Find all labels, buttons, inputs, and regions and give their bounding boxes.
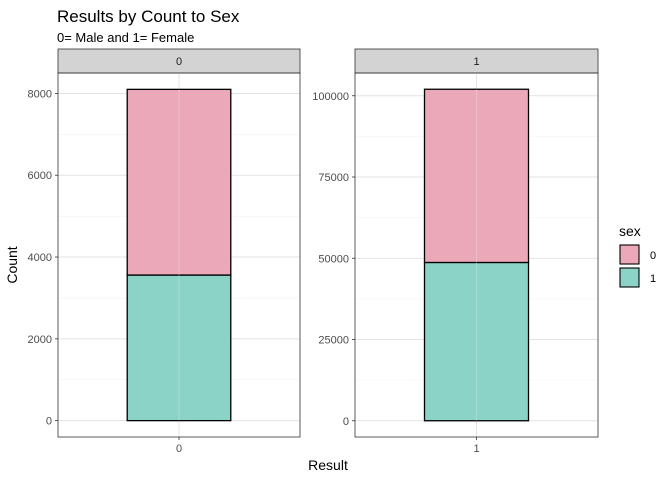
- bar-segment-sex-1: [423, 261, 530, 422]
- bar-segment-sex-1: [126, 274, 232, 422]
- y-tick-label: 2000: [28, 334, 52, 346]
- facet-panel-0: 0 0 2000 4000 6000 8000 0: [28, 48, 301, 455]
- facet-strip-label: 0: [176, 56, 182, 68]
- y-tick-label: 25000: [318, 335, 349, 347]
- facet-strip: [57, 48, 301, 74]
- y-tick-label: 6000: [28, 170, 52, 182]
- x-axis-title: Result: [308, 457, 348, 473]
- facet-strip: [354, 48, 599, 74]
- legend-title: sex: [619, 223, 641, 239]
- x-tick-label: 1: [473, 443, 479, 455]
- legend-label-1: 1: [650, 273, 656, 285]
- y-tick-label: 0: [343, 416, 349, 428]
- facet-strip-label: 1: [473, 56, 479, 68]
- y-tick-label: 4000: [28, 252, 52, 264]
- chart-subtitle: 0= Male and 1= Female: [57, 30, 194, 45]
- y-tick-label: 100000: [312, 91, 349, 103]
- legend: sex 0 1: [619, 223, 656, 288]
- legend-swatch-1: [619, 267, 640, 288]
- legend-label-0: 0: [650, 250, 656, 262]
- legend-swatch-0: [619, 244, 640, 265]
- y-tick-label: 75000: [318, 172, 349, 184]
- bar-segment-sex-0: [126, 88, 232, 276]
- y-tick-label: 50000: [318, 253, 349, 265]
- bar-segment-sex-0: [423, 88, 530, 264]
- x-tick-label: 0: [176, 443, 182, 455]
- y-tick-label: 8000: [28, 88, 52, 100]
- y-tick-label: 0: [46, 416, 52, 428]
- y-axis-title: Count: [4, 246, 20, 283]
- facet-panels: 0 0 2000 4000 6000 8000 0 1 0 25000 50000 75000 1000…: [28, 48, 599, 455]
- facet-panel-1: 1 0 25000 50000 75000 100000 1: [312, 48, 599, 455]
- chart-title: Results by Count to Sex: [57, 7, 240, 26]
